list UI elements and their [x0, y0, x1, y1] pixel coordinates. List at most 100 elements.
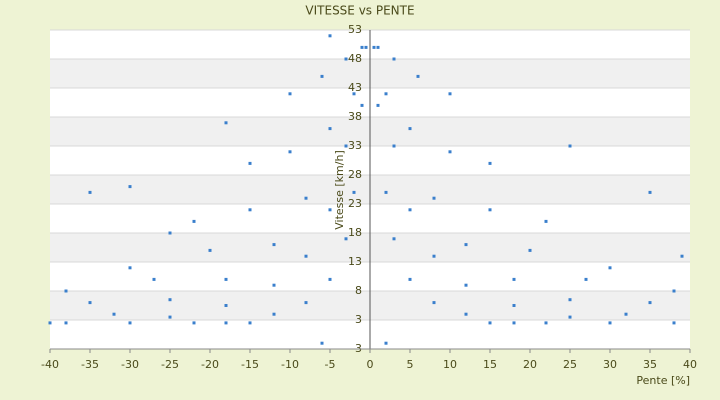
- x-tick-label: 0: [367, 358, 374, 371]
- point: [648, 301, 652, 305]
- point: [168, 298, 172, 302]
- x-tick-label: -30: [121, 358, 139, 371]
- point: [352, 92, 356, 96]
- point: [272, 283, 276, 287]
- y-tick-label: 48: [348, 52, 362, 65]
- point: [224, 277, 228, 281]
- point: [568, 315, 572, 319]
- y-tick-label: 23: [348, 197, 362, 210]
- point: [192, 219, 196, 223]
- point: [88, 190, 92, 194]
- point: [464, 243, 468, 247]
- point: [328, 208, 332, 212]
- point: [512, 304, 516, 307]
- point: [624, 312, 628, 316]
- point: [512, 277, 516, 281]
- point: [224, 121, 228, 125]
- point: [304, 254, 308, 258]
- x-axis-title: Pente [%]: [636, 374, 690, 387]
- point: [408, 277, 412, 281]
- point: [464, 312, 468, 316]
- point: [168, 315, 172, 319]
- point: [376, 103, 380, 107]
- point: [672, 289, 676, 293]
- point: [128, 266, 132, 270]
- point: [272, 243, 276, 247]
- x-tick-label: -5: [325, 358, 336, 371]
- point: [512, 321, 516, 325]
- point: [344, 57, 348, 61]
- point: [344, 144, 348, 148]
- x-tick-label: 35: [643, 358, 657, 371]
- point: [288, 150, 292, 154]
- point: [224, 304, 228, 307]
- point: [608, 321, 612, 325]
- x-tick-label: 25: [563, 358, 577, 371]
- point: [384, 92, 388, 96]
- point: [328, 127, 332, 131]
- point: [384, 190, 388, 194]
- y-tick-label: 18: [348, 226, 362, 239]
- point: [304, 196, 308, 200]
- chart-title: VITESSE vs PENTE: [305, 4, 414, 18]
- point: [392, 237, 396, 241]
- x-tick-label: -20: [201, 358, 219, 371]
- x-tick-label: 40: [683, 358, 697, 371]
- point: [372, 45, 376, 49]
- y-axis-title: Vitesse [km/h]: [333, 150, 346, 230]
- point: [448, 150, 452, 154]
- point: [152, 277, 156, 281]
- y-tick-label: 3: [355, 313, 362, 326]
- x-tick-label: -25: [161, 358, 179, 371]
- point: [328, 34, 332, 38]
- point: [448, 92, 452, 96]
- point: [192, 321, 196, 325]
- point: [208, 248, 212, 252]
- x-tick-label: 5: [407, 358, 414, 371]
- y-tick-label: 8: [355, 284, 362, 297]
- point: [48, 321, 52, 325]
- point: [168, 231, 172, 235]
- point: [488, 321, 492, 325]
- point: [488, 208, 492, 212]
- x-tick-label: -35: [81, 358, 99, 371]
- point: [376, 45, 380, 49]
- point: [608, 266, 612, 270]
- x-tick-label: 10: [443, 358, 457, 371]
- point: [528, 248, 532, 252]
- point: [328, 277, 332, 281]
- x-tick-label: 30: [603, 358, 617, 371]
- point: [64, 321, 68, 325]
- point: [384, 341, 388, 345]
- point: [272, 312, 276, 316]
- point: [128, 321, 132, 325]
- y-tick-label: 43: [348, 81, 362, 94]
- point: [408, 208, 412, 212]
- point: [432, 301, 436, 305]
- point: [680, 254, 684, 258]
- y-tick-label: 28: [348, 168, 362, 181]
- point: [544, 321, 548, 325]
- point: [248, 208, 252, 212]
- x-tick-label: -15: [241, 358, 259, 371]
- point: [648, 190, 652, 194]
- point: [416, 74, 420, 78]
- point: [364, 45, 368, 49]
- x-tick-label: -10: [281, 358, 299, 371]
- x-tick-label: 15: [483, 358, 497, 371]
- y-tick-label: 33: [348, 139, 362, 152]
- point: [488, 161, 492, 165]
- point: [248, 321, 252, 325]
- point: [304, 301, 308, 305]
- x-tick-label: 20: [523, 358, 537, 371]
- point: [112, 312, 116, 316]
- point: [248, 161, 252, 165]
- point: [224, 321, 228, 325]
- point: [360, 45, 364, 49]
- y-tick-label: 53: [348, 23, 362, 36]
- point: [408, 127, 412, 131]
- point: [352, 190, 356, 194]
- point: [64, 289, 68, 293]
- point: [568, 298, 572, 302]
- point: [568, 144, 572, 148]
